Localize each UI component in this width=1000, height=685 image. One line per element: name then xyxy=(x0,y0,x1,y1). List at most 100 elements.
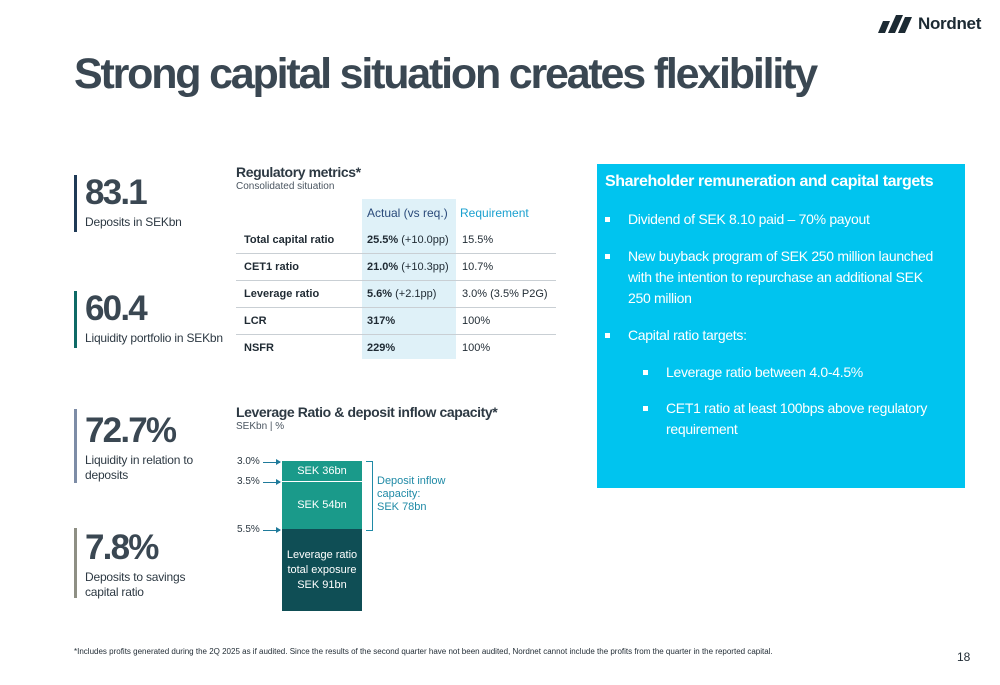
kpi-label: Liquidity portfolio in SEKbn xyxy=(85,331,223,345)
table-header-row: Actual (vs req.) Requirement xyxy=(236,199,556,227)
header-metric xyxy=(236,199,361,227)
table-row: LCR 317% 100% xyxy=(236,307,556,335)
nordnet-logo-icon xyxy=(878,15,912,33)
metric-requirement: 15.5% xyxy=(454,227,556,254)
bullet-text-line: CET1 ratio at least 100bps above regulat… xyxy=(666,400,928,416)
bullet-dividend: Dividend of SEK 8.10 paid – 70% payout xyxy=(605,209,870,230)
metric-name: NSFR xyxy=(244,342,274,354)
kpi-label-line: deposits xyxy=(85,468,129,482)
leverage-title: Leverage Ratio & deposit inflow capacity… xyxy=(236,404,498,420)
metric-actual: 5.6% (+2.1pp) xyxy=(361,280,454,308)
bullet-square-icon xyxy=(605,254,610,259)
bullet-text-line: New buyback program of SEK 250 million l… xyxy=(628,248,933,264)
actual-delta: (+2.1pp) xyxy=(392,288,437,300)
table-row: NSFR 229% 100% xyxy=(236,335,556,362)
kpi-label-line: capital ratio xyxy=(85,585,144,599)
segment-label: total exposure xyxy=(287,563,357,576)
brand-logo: Nordnet xyxy=(878,12,981,36)
metric-name: Total capital ratio xyxy=(236,227,361,254)
bullet-square-icon xyxy=(643,370,648,375)
kpi-label: Liquidity in relation to deposits xyxy=(85,453,193,483)
metric-requirement: 100% xyxy=(462,342,491,354)
segment-label: SEK 91bn xyxy=(297,578,347,591)
regulatory-title: Regulatory metrics* xyxy=(236,164,361,180)
bullet-square-icon xyxy=(605,217,610,222)
deposit-capacity-text: Deposit inflow capacity: SEK 78bn xyxy=(377,475,445,514)
level-arrow xyxy=(263,459,281,465)
segment-sek-54bn: SEK 54bn xyxy=(282,482,362,529)
header-actual: Actual (vs req.) xyxy=(367,206,448,220)
actual-value: 5.6% xyxy=(367,288,393,300)
metric-name: Leverage ratio xyxy=(236,280,361,308)
bullet-square-icon xyxy=(643,406,648,411)
footnote: *Includes profits generated during the 2… xyxy=(74,647,773,656)
page-number: 18 xyxy=(957,650,971,664)
metric-name: LCR xyxy=(236,307,361,335)
regulatory-table: Actual (vs req.) Requirement Total capit… xyxy=(236,199,556,361)
metric-actual: 317% xyxy=(361,307,454,335)
metric-actual: 21.0% (+10.3pp) xyxy=(361,253,454,281)
actual-value: 229% xyxy=(367,342,396,354)
table-row: Total capital ratio 25.5% (+10.0pp) 15.5… xyxy=(236,227,556,254)
kpi-label-line: Liquidity in relation to xyxy=(85,453,193,467)
metric-actual: 229% xyxy=(361,335,454,362)
level-arrow xyxy=(263,527,281,533)
segment-label: SEK 54bn xyxy=(297,499,347,511)
table-row: Leverage ratio 5.6% (+2.1pp) 3.0% (3.5% … xyxy=(236,280,556,308)
bullet-text-line: requirement xyxy=(666,421,738,437)
bullet-buyback: New buyback program of SEK 250 million l… xyxy=(605,246,933,309)
level-label-3-5: 3.5% xyxy=(237,476,260,487)
bullet-text: Leverage ratio between 4.0-4.5% xyxy=(666,364,863,380)
shareholder-panel: Shareholder remuneration and capital tar… xyxy=(597,164,965,488)
kpi-value: 60.4 xyxy=(85,289,148,328)
deposit-capacity-line: Deposit inflow xyxy=(377,475,446,487)
segment-sek-36bn: SEK 36bn xyxy=(282,461,362,481)
actual-value: 317% xyxy=(367,315,396,327)
segment-label: Leverage ratio xyxy=(286,548,358,561)
kpi-liquidity-ratio: 72.7% Liquidity in relation to deposits xyxy=(74,409,193,483)
bullet-text: Capital ratio targets: xyxy=(628,327,747,343)
level-label-5-5: 5.5% xyxy=(237,524,260,535)
metric-requirement: 100% xyxy=(454,307,556,335)
bullet-text-line: 250 million xyxy=(628,290,692,306)
actual-value: 25.5% xyxy=(367,234,399,246)
kpi-deposits-to-savings: 7.8% Deposits to savings capital ratio xyxy=(74,528,185,600)
leverage-subtitle: SEKbn | % xyxy=(236,421,285,432)
bullet-square-icon xyxy=(605,333,610,338)
table-row: CET1 ratio 21.0% (+10.3pp) 10.7% xyxy=(236,253,556,281)
metric-requirement: 10.7% xyxy=(454,253,556,281)
deposit-capacity-line: SEK 78bn xyxy=(377,501,427,513)
sub-bullet-cet1: CET1 ratio at least 100bps above regulat… xyxy=(643,398,927,440)
bullet-text-line: with the intention to repurchase an addi… xyxy=(628,269,923,285)
segment-total-exposure: Leverage ratio total exposure SEK 91bn xyxy=(282,529,362,611)
deposit-capacity-line: capacity: xyxy=(377,488,421,500)
kpi-label-line: Deposits to savings xyxy=(85,570,186,584)
kpi-label: Deposits in SEKbn xyxy=(85,215,182,229)
bullet-capital-targets: Capital ratio targets: xyxy=(605,325,747,346)
leverage-header: Leverage Ratio & deposit inflow capacity… xyxy=(236,404,498,432)
regulatory-subtitle: Consolidated situation xyxy=(236,181,335,192)
metric-actual: 25.5% (+10.0pp) xyxy=(361,227,454,254)
panel-title: Shareholder remuneration and capital tar… xyxy=(605,173,934,190)
actual-value: 21.0% xyxy=(367,261,399,273)
regulatory-header: Regulatory metrics* Consolidated situati… xyxy=(236,164,361,192)
metric-name: CET1 ratio xyxy=(236,253,361,281)
level-label-3-0: 3.0% xyxy=(237,456,260,467)
deposit-capacity-bracket xyxy=(366,461,373,531)
brand-name: Nordnet xyxy=(918,14,982,33)
kpi-value: 7.8% xyxy=(85,528,159,567)
kpi-value: 83.1 xyxy=(85,173,148,212)
segment-divider xyxy=(282,481,362,482)
sub-bullet-leverage: Leverage ratio between 4.0-4.5% xyxy=(643,362,863,383)
kpi-value: 72.7% xyxy=(85,411,177,450)
header-requirement: Requirement xyxy=(460,206,529,220)
bullet-text: Dividend of SEK 8.10 paid – 70% payout xyxy=(628,211,870,227)
kpi-deposits: 83.1 Deposits in SEKbn xyxy=(74,175,182,232)
actual-delta: (+10.0pp) xyxy=(398,234,449,246)
kpi-liquidity-portfolio: 60.4 Liquidity portfolio in SEKbn xyxy=(74,291,223,348)
segment-label: SEK 36bn xyxy=(297,464,347,477)
kpi-label: Deposits to savings capital ratio xyxy=(85,570,185,600)
metric-requirement: 3.0% (3.5% P2G) xyxy=(454,280,556,308)
page-title: Strong capital situation creates flexibi… xyxy=(74,50,818,98)
level-arrow xyxy=(263,479,281,485)
